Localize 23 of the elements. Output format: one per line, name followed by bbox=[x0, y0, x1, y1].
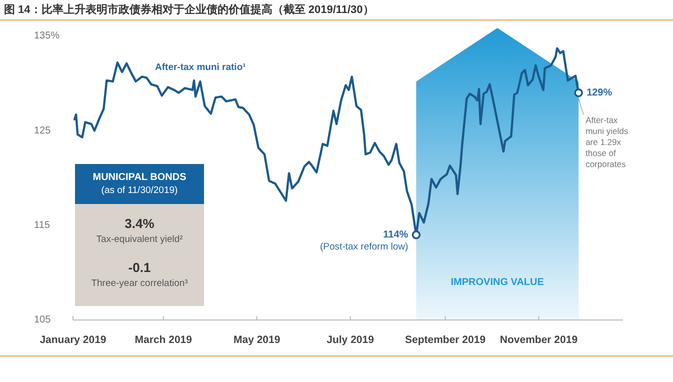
x-tick-label: January 2019 bbox=[40, 334, 106, 346]
y-tick-label: 115 bbox=[34, 220, 50, 231]
annotation: (Post-tax reform low) bbox=[320, 241, 408, 252]
annotation: After-tax muni yields are 1.29x those of corporates bbox=[586, 114, 628, 169]
x-tick-label: March 2019 bbox=[134, 334, 192, 346]
annotation: Tax-equivalent yield² bbox=[96, 234, 183, 245]
band-label: IMPROVING VALUE bbox=[450, 277, 544, 288]
y-tick-label: 125 bbox=[34, 125, 52, 136]
annotation: 114% bbox=[383, 229, 408, 240]
annotation: MUNICIPAL BONDS bbox=[92, 172, 187, 183]
x-tick-label: September 2019 bbox=[405, 334, 486, 346]
y-tick-label: 105 bbox=[34, 314, 52, 326]
annotation: (as of 11/30/2019) bbox=[101, 185, 178, 196]
x-tick-label: May 2019 bbox=[233, 334, 280, 346]
x-tick-label: July 2019 bbox=[326, 334, 374, 346]
annotation: 3.4% bbox=[124, 216, 155, 231]
annotation: -0.1 bbox=[128, 260, 151, 275]
annotation: Three-year correlation³ bbox=[91, 278, 188, 289]
annotation: 129% bbox=[586, 87, 612, 98]
x-tick-label: November 2019 bbox=[500, 334, 578, 346]
y-tick-label: 135% bbox=[34, 30, 60, 42]
chart-title: 图 14：比率上升表明市政债券相对于企业债的价值提高（截至 2019/11/30） bbox=[4, 3, 374, 16]
series-label: After-tax muni ratio¹ bbox=[155, 62, 246, 73]
